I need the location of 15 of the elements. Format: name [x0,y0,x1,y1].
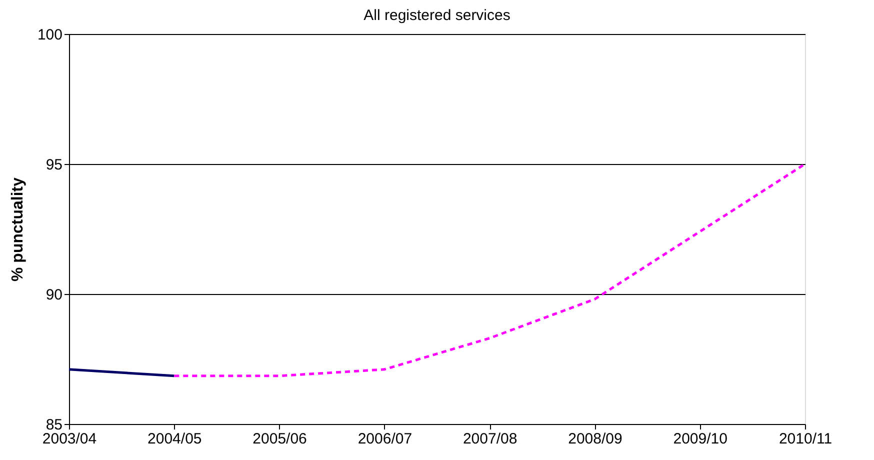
x-tick-label: 2006/07 [358,430,412,448]
x-tick-label: 2005/06 [252,430,307,448]
y-tick-label: 95 [46,156,62,174]
x-tick-label: 2009/10 [673,430,728,448]
x-tick-label: 2010/11 [778,430,832,448]
y-tick-label: 85 [46,416,62,434]
y-tick-label: 100 [37,26,62,44]
x-tick-label: 2008/09 [568,430,622,448]
x-tick-label: 2003/04 [42,430,97,448]
y-axis-title: % punctuality [9,177,26,282]
x-tick-label: 2004/05 [148,430,202,448]
line-series [172,162,806,378]
chart-title: All registered services [364,7,510,24]
y-tick-label: 90 [46,286,62,304]
x-tick-label: 2007/08 [462,430,518,448]
